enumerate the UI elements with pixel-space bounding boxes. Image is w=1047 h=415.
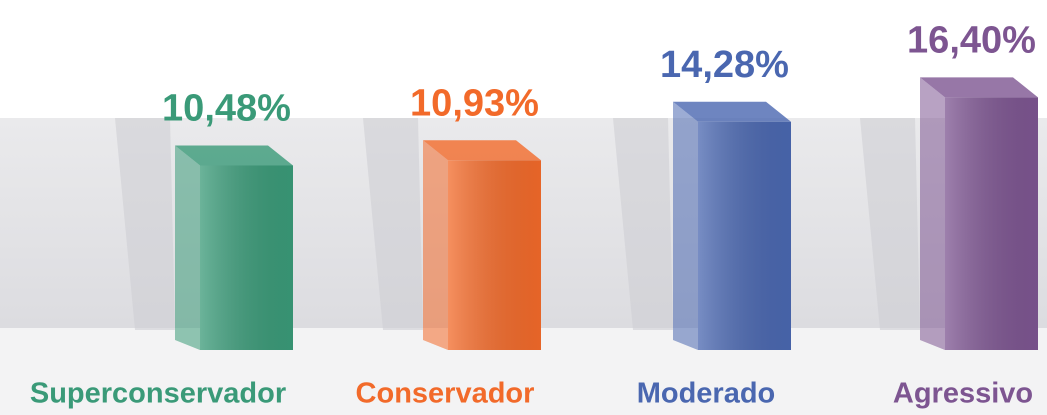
bar-top	[175, 145, 293, 166]
bar	[175, 145, 293, 350]
bar-front-shade	[945, 97, 1038, 351]
bar-shadow	[860, 118, 920, 330]
bar-shadow	[363, 118, 423, 330]
bar-shadow	[115, 118, 175, 330]
category-label: Agressivo	[893, 378, 1033, 410]
bar-front-shade	[200, 165, 293, 350]
bar-shadow	[613, 118, 673, 330]
bar	[920, 77, 1038, 351]
bar-top	[673, 101, 791, 122]
value-label: 10,48%	[162, 88, 291, 130]
bar	[423, 140, 541, 350]
value-label: 10,93%	[410, 82, 539, 124]
bar-side	[673, 101, 698, 350]
bar-top	[920, 77, 1038, 98]
bar-side	[920, 77, 945, 351]
bar-side	[175, 145, 200, 350]
category-label: Superconservador	[30, 378, 286, 410]
value-label: 14,28%	[660, 44, 789, 86]
bar-front-shade	[448, 160, 541, 350]
value-label: 16,40%	[907, 19, 1036, 61]
bar-side	[423, 140, 448, 350]
category-label: Conservador	[356, 378, 535, 410]
bar-front-shade	[698, 121, 791, 350]
bar	[673, 101, 791, 350]
bar-top	[423, 140, 541, 161]
category-label: Moderado	[637, 378, 776, 410]
